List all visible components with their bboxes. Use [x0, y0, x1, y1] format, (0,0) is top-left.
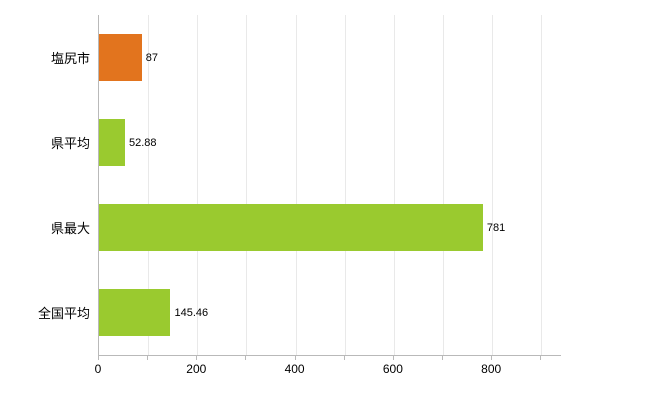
gridline	[295, 15, 297, 355]
gridline	[344, 15, 346, 355]
bar-row: 145.46	[99, 270, 561, 355]
bar-row: 87	[99, 15, 561, 100]
x-tick	[147, 356, 149, 360]
x-tick	[245, 356, 247, 360]
category-label: 塩尻市	[50, 51, 90, 66]
gridline	[197, 15, 199, 355]
x-tick-label: 200	[186, 362, 207, 376]
value-label: 145.46	[174, 306, 209, 319]
x-tick-label: 0	[94, 362, 102, 376]
gridline	[246, 15, 248, 355]
bar-1	[99, 34, 142, 81]
x-tick-label: 800	[481, 362, 502, 376]
value-label: 781	[486, 221, 506, 234]
x-tick	[392, 356, 394, 360]
gridline	[443, 15, 445, 355]
bar-3	[99, 204, 483, 251]
bar-row: 781	[99, 185, 561, 270]
x-tick	[343, 356, 345, 360]
x-tick	[491, 356, 493, 360]
x-tick	[196, 356, 198, 360]
gridline	[492, 15, 494, 355]
x-tick-label: 600	[382, 362, 403, 376]
x-tick-label: 400	[284, 362, 305, 376]
bar-row: 52.88	[99, 100, 561, 185]
value-label: 87	[145, 51, 158, 64]
bar-4	[99, 289, 171, 336]
category-label: 県最大	[50, 221, 90, 236]
plot-area: 87 52.88 781 145.46	[98, 15, 561, 356]
category-label: 県平均	[50, 136, 90, 151]
x-tick	[98, 356, 99, 360]
x-tick	[540, 356, 542, 360]
bar-2	[99, 119, 125, 166]
gridline	[393, 15, 395, 355]
gridline	[541, 15, 543, 355]
x-tick	[294, 356, 296, 360]
value-label: 52.88	[128, 136, 157, 149]
gridline	[148, 15, 150, 355]
x-tick	[442, 356, 444, 360]
category-label: 全国平均	[37, 306, 90, 321]
